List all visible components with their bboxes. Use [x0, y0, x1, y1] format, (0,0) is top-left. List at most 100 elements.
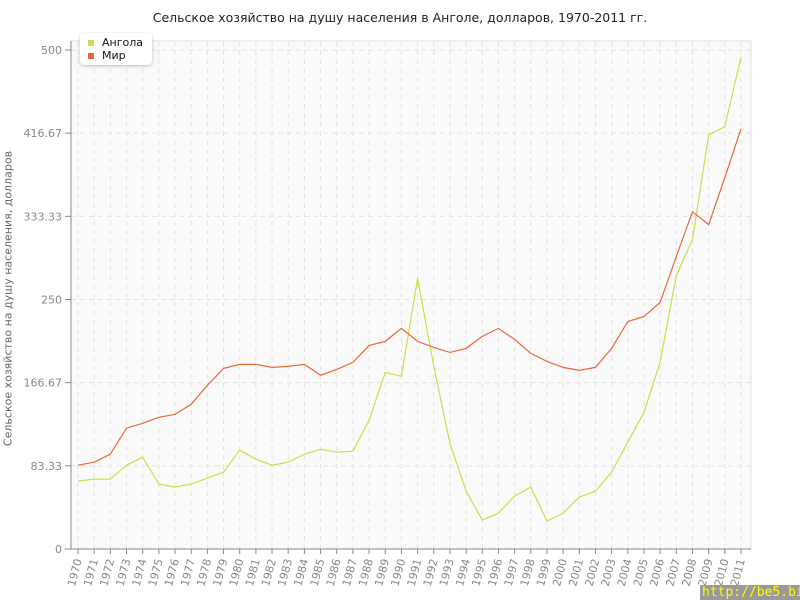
data-point	[562, 366, 565, 369]
data-point	[157, 483, 160, 486]
data-point	[723, 176, 726, 179]
data-point	[335, 368, 338, 371]
data-point	[303, 453, 306, 456]
data-point	[206, 477, 209, 480]
data-point	[529, 352, 532, 355]
data-point	[351, 450, 354, 453]
series-line-world	[77, 128, 742, 466]
data-point	[642, 411, 645, 414]
data-point	[416, 340, 419, 343]
data-point	[465, 347, 468, 350]
data-point	[368, 344, 371, 347]
data-point	[400, 327, 403, 330]
data-point	[465, 490, 468, 493]
data-point	[238, 363, 241, 366]
data-point	[626, 441, 629, 444]
data-point	[610, 471, 613, 474]
data-point	[77, 480, 80, 483]
data-point	[562, 512, 565, 515]
data-point	[206, 384, 209, 387]
data-point	[578, 369, 581, 372]
data-point	[125, 464, 128, 467]
data-point	[384, 340, 387, 343]
data-point	[497, 327, 500, 330]
data-point	[319, 448, 322, 451]
data-point	[659, 361, 662, 364]
x-axis: 1970197119721973197419751976197719781979…	[65, 548, 751, 588]
legend-item-angola[interactable]: Ангола	[88, 36, 143, 49]
data-point	[222, 367, 225, 370]
watermark-link[interactable]: http://be5.biz/	[700, 585, 800, 600]
data-point	[109, 478, 112, 481]
data-point	[594, 490, 597, 493]
data-point	[287, 461, 290, 464]
data-point	[368, 419, 371, 422]
y-tick-label: 250	[41, 294, 62, 307]
data-point	[707, 133, 710, 136]
data-point	[238, 449, 241, 452]
data-point	[303, 363, 306, 366]
y-axis: 0 83.33 166.67 250 333.33 416.67 500	[24, 41, 72, 556]
data-point	[545, 360, 548, 363]
data-point	[351, 361, 354, 364]
data-point	[125, 427, 128, 430]
legend: Ангола Мир	[80, 33, 152, 65]
data-point	[642, 315, 645, 318]
data-point	[416, 277, 419, 280]
data-point	[174, 413, 177, 416]
data-point	[675, 274, 678, 277]
data-point	[594, 366, 597, 369]
data-point	[545, 520, 548, 523]
data-point	[254, 363, 257, 366]
data-point	[659, 301, 662, 304]
data-point	[141, 456, 144, 459]
data-point	[448, 442, 451, 445]
data-point	[222, 471, 225, 474]
data-point	[400, 375, 403, 378]
data-point	[448, 351, 451, 354]
data-point	[93, 478, 96, 481]
legend-swatch	[88, 39, 94, 46]
y-tick-label: 83.33	[31, 460, 63, 473]
data-point	[432, 346, 435, 349]
data-point	[77, 464, 80, 467]
data-point	[190, 483, 193, 486]
data-point	[109, 453, 112, 456]
y-tick-label: 0	[55, 543, 62, 556]
data-point	[691, 238, 694, 241]
data-point	[707, 223, 710, 226]
data-point	[481, 335, 484, 338]
plot-area	[70, 40, 752, 550]
data-point	[610, 347, 613, 350]
data-point	[740, 55, 743, 58]
data-point	[254, 458, 257, 461]
data-point	[157, 416, 160, 419]
data-point	[675, 255, 678, 258]
data-point	[513, 495, 516, 498]
y-tick-label: 416.67	[24, 127, 63, 140]
data-point	[335, 451, 338, 454]
legend-swatch	[88, 52, 94, 59]
legend-label: Мир	[102, 49, 126, 62]
data-point	[93, 461, 96, 464]
data-point	[174, 486, 177, 489]
data-point	[626, 320, 629, 323]
series-line-angola	[77, 56, 742, 522]
data-point	[271, 366, 274, 369]
y-tick-label: 166.67	[24, 377, 63, 390]
data-point	[319, 374, 322, 377]
data-point	[271, 464, 274, 467]
data-point	[497, 512, 500, 515]
data-point	[384, 371, 387, 374]
data-point	[287, 365, 290, 368]
legend-item-world[interactable]: Мир	[88, 49, 126, 62]
data-point	[740, 127, 743, 130]
data-point	[723, 125, 726, 128]
grid	[71, 41, 751, 549]
legend-label: Ангола	[102, 36, 143, 49]
data-point	[513, 338, 516, 341]
y-axis-label: Сельское хозяйство на душу населения, до…	[1, 150, 15, 447]
data-point	[481, 519, 484, 522]
data-point	[529, 486, 532, 489]
